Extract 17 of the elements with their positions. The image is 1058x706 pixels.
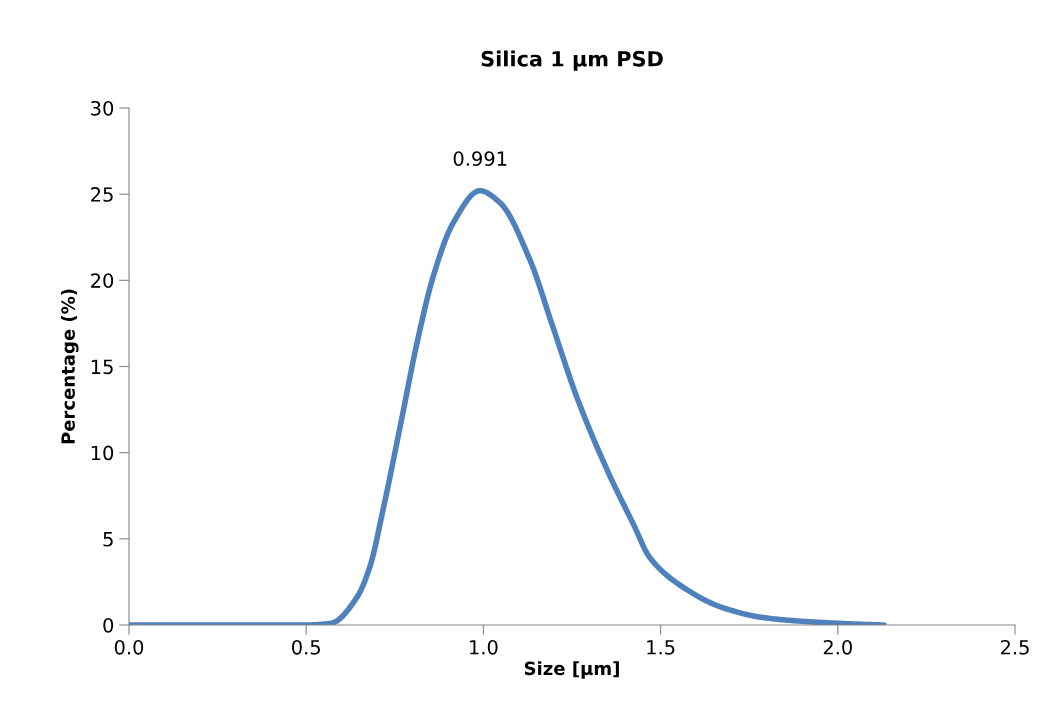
chart-title: Silica 1 µm PSD xyxy=(481,50,663,71)
y-tick-label: 25 xyxy=(91,187,113,202)
x-tick-label: 2.0 xyxy=(823,639,852,655)
y-tick-label: 0 xyxy=(103,617,114,633)
y-tick-label: 5 xyxy=(103,532,113,547)
y-axis-title: Percentage (%) xyxy=(60,289,79,444)
y-tick-label: 30 xyxy=(91,100,114,116)
x-axis-title: Size [µm] xyxy=(524,661,619,679)
x-tick-label: 1.0 xyxy=(470,639,498,655)
x-tick-label: 2.5 xyxy=(1000,639,1029,655)
x-tick-label: 1.5 xyxy=(647,640,675,655)
y-tick-label: 20 xyxy=(91,273,114,288)
x-tick-label: 0.5 xyxy=(292,639,320,655)
annotation: 0.991 xyxy=(453,151,507,166)
y-tick-label: 10 xyxy=(91,445,114,461)
y-tick-label: 15 xyxy=(91,359,113,375)
x-tick-label: 0.0 xyxy=(114,639,144,655)
